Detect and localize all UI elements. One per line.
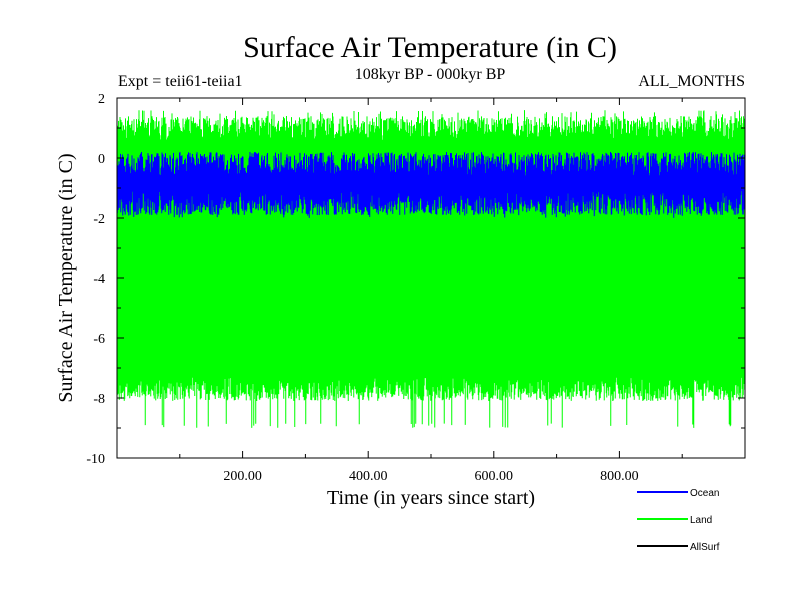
series-ocean-line <box>116 152 746 218</box>
legend-label-ocean: Ocean <box>690 488 719 499</box>
legend: Ocean Land AllSurf <box>637 488 720 553</box>
legend-label-allsurf: AllSurf <box>690 542 720 553</box>
experiment-label: Expt = teii61-teiia1 <box>118 73 243 90</box>
y-tick-label: 0 <box>98 152 105 167</box>
x-tick-label: 800.00 <box>600 469 639 484</box>
series-land-line <box>116 110 746 428</box>
months-label: ALL_MONTHS <box>638 73 745 90</box>
chart-title: Surface Air Temperature (in C) <box>243 31 617 64</box>
x-tick-label: 200.00 <box>223 469 262 484</box>
legend-label-land: Land <box>690 515 712 526</box>
y-tick-label: 2 <box>98 92 105 107</box>
y-tick-label: -2 <box>93 212 105 227</box>
y-tick-label: -8 <box>93 392 105 407</box>
data-layer <box>116 110 746 428</box>
x-axis-label: Time (in years since start) <box>327 487 535 509</box>
y-tick-label: -6 <box>93 332 105 347</box>
x-tick-label: 600.00 <box>475 469 514 484</box>
y-tick-label: -4 <box>93 272 105 287</box>
y-axis-label: Surface Air Temperature (in C) <box>55 153 77 402</box>
axis-layer: 2 0 -2 -4 -6 -8 -10 200.00 400.00 600.00 800.00 <box>86 92 745 484</box>
chart-subtitle: 108kyr BP - 000kyr BP <box>355 66 506 83</box>
y-tick-label: -10 <box>86 452 105 467</box>
x-tick-label: 400.00 <box>349 469 388 484</box>
